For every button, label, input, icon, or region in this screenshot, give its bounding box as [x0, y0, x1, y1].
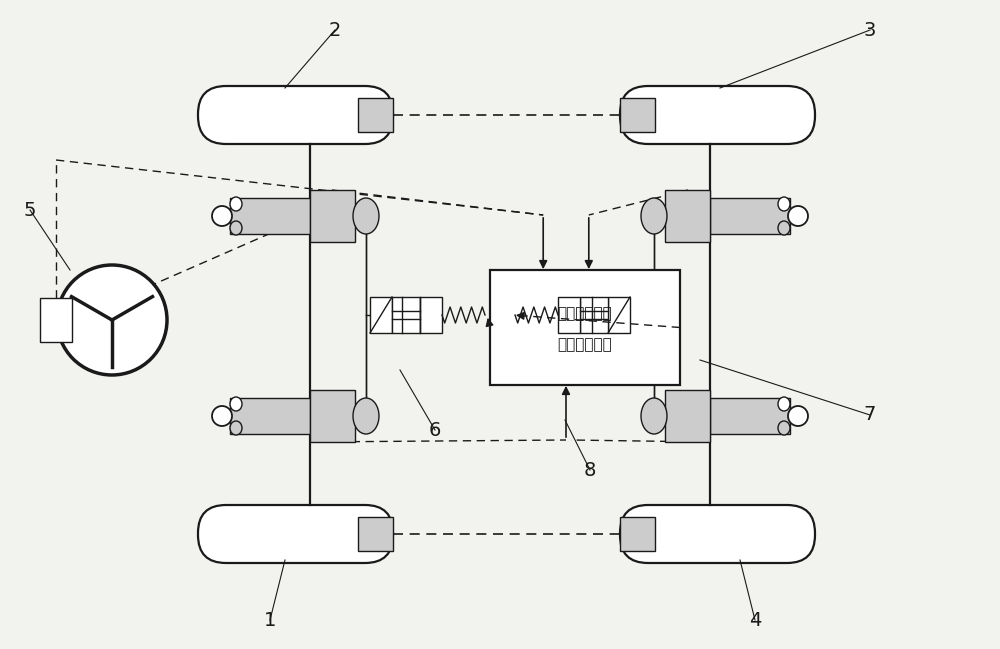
Ellipse shape [230, 397, 242, 411]
Ellipse shape [778, 421, 790, 435]
Bar [620, 98, 655, 132]
Bar [370, 297, 392, 333]
FancyBboxPatch shape [198, 505, 393, 563]
FancyBboxPatch shape [620, 86, 815, 144]
Ellipse shape [788, 206, 808, 226]
Text: 互联状态控制: 互联状态控制 [558, 306, 612, 321]
Text: 6: 6 [429, 421, 441, 439]
Bar [420, 297, 442, 333]
Bar [490, 270, 680, 385]
Bar [710, 398, 790, 434]
Ellipse shape [778, 397, 790, 411]
Text: 7: 7 [864, 406, 876, 424]
Bar [608, 297, 630, 333]
Ellipse shape [57, 265, 167, 375]
Bar [358, 98, 393, 132]
Ellipse shape [778, 197, 790, 211]
Text: 8: 8 [584, 461, 596, 480]
Text: 系统集成电路: 系统集成电路 [558, 337, 612, 352]
Bar [310, 190, 355, 242]
Bar [665, 390, 710, 442]
Bar [230, 198, 310, 234]
Bar [392, 297, 420, 333]
Text: 2: 2 [329, 21, 341, 40]
Ellipse shape [212, 206, 232, 226]
Text: 1: 1 [264, 611, 276, 630]
Bar [665, 190, 710, 242]
Bar [580, 297, 608, 333]
Ellipse shape [353, 398, 379, 434]
Bar [358, 517, 393, 551]
Text: 5: 5 [24, 201, 36, 219]
Ellipse shape [353, 198, 379, 234]
Ellipse shape [230, 197, 242, 211]
FancyBboxPatch shape [198, 86, 393, 144]
Ellipse shape [788, 406, 808, 426]
Bar [40, 298, 72, 342]
Bar [310, 390, 355, 442]
Ellipse shape [641, 398, 667, 434]
Bar [230, 398, 310, 434]
Bar [620, 517, 655, 551]
Ellipse shape [778, 221, 790, 235]
Bar [710, 198, 790, 234]
Ellipse shape [212, 406, 232, 426]
Ellipse shape [230, 421, 242, 435]
FancyBboxPatch shape [620, 505, 815, 563]
Text: 3: 3 [864, 21, 876, 40]
Text: 4: 4 [749, 611, 761, 630]
Ellipse shape [641, 198, 667, 234]
Ellipse shape [230, 221, 242, 235]
Bar [558, 297, 580, 333]
